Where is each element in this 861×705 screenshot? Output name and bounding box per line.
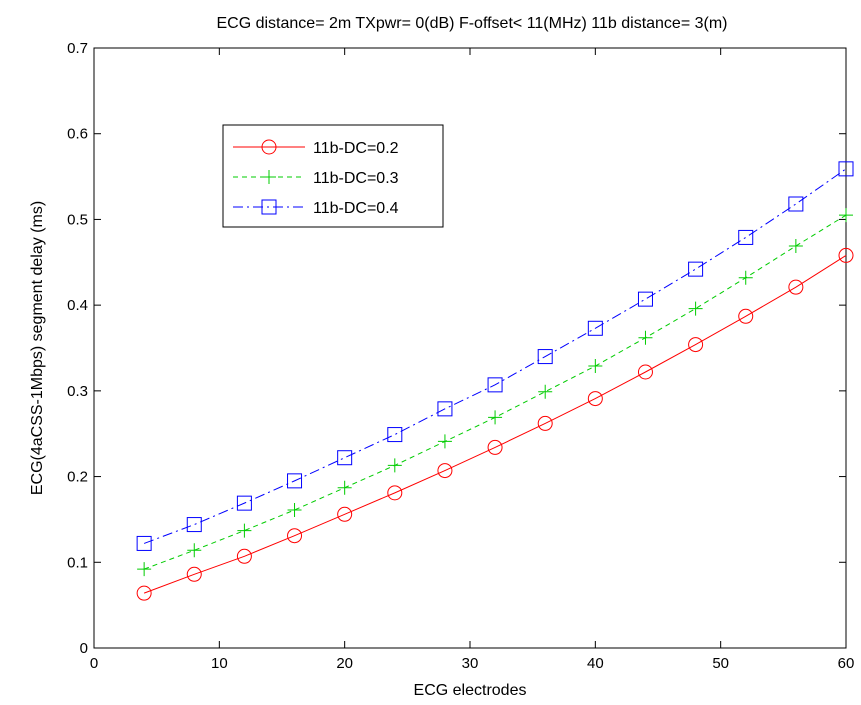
x-tick-label: 60 bbox=[838, 655, 855, 672]
series-3 bbox=[136, 161, 854, 551]
data-point bbox=[337, 480, 352, 495]
data-point bbox=[637, 364, 653, 380]
legend-swatch-marker bbox=[262, 170, 276, 184]
x-tick-label: 40 bbox=[587, 655, 604, 672]
data-point bbox=[738, 308, 754, 324]
data-point bbox=[537, 415, 553, 431]
data-point bbox=[337, 450, 353, 466]
series-2 bbox=[137, 208, 853, 577]
data-point bbox=[537, 349, 553, 365]
data-point bbox=[487, 439, 503, 455]
data-point bbox=[287, 503, 302, 517]
data-point bbox=[236, 548, 252, 564]
legend-box bbox=[222, 124, 444, 228]
data-point bbox=[738, 270, 753, 285]
y-tick-label: 0.7 bbox=[67, 40, 88, 57]
series-line bbox=[143, 255, 847, 594]
series-1 bbox=[136, 247, 854, 601]
data-point bbox=[237, 523, 252, 538]
data-point bbox=[186, 566, 202, 582]
y-tick-label: 0.1 bbox=[67, 554, 88, 571]
series-layer bbox=[136, 161, 854, 601]
y-axis: 0 0.1 0.2 0.3 0.4 0.5 0.6 0.7 bbox=[67, 40, 846, 657]
data-point bbox=[287, 473, 303, 489]
plot-area bbox=[93, 47, 847, 649]
x-tick-label: 20 bbox=[336, 655, 353, 672]
data-point bbox=[487, 377, 503, 393]
y-tick-label: 0.3 bbox=[67, 383, 88, 400]
data-point bbox=[688, 301, 703, 316]
data-point bbox=[437, 434, 452, 449]
data-point bbox=[137, 562, 152, 577]
data-point bbox=[437, 463, 453, 479]
data-point bbox=[136, 585, 152, 601]
data-point bbox=[488, 410, 503, 425]
x-tick-label: 10 bbox=[211, 655, 228, 672]
data-point bbox=[387, 427, 403, 443]
data-point bbox=[788, 279, 804, 295]
legend-label: 11b-DC=0.3 bbox=[313, 170, 399, 187]
data-point bbox=[236, 495, 252, 511]
series-line bbox=[143, 168, 847, 544]
chart-title: ECG distance= 2m TXpwr= 0(dB) F-offset< … bbox=[216, 15, 727, 32]
data-point bbox=[587, 320, 603, 336]
data-point bbox=[738, 229, 754, 245]
x-tick-label: 30 bbox=[462, 655, 479, 672]
data-point bbox=[186, 517, 202, 533]
legend-swatch-marker bbox=[261, 199, 277, 215]
y-axis-title: ECG(4aCSS-1Mbps) segment delay (ms) bbox=[29, 201, 46, 495]
data-point bbox=[587, 391, 603, 407]
data-point bbox=[287, 528, 303, 544]
data-point bbox=[387, 458, 402, 473]
data-point bbox=[788, 196, 804, 212]
y-tick-label: 0.2 bbox=[67, 469, 88, 486]
data-point bbox=[637, 291, 653, 307]
y-tick-label: 0.6 bbox=[67, 126, 88, 143]
legend-label: 11b-DC=0.2 bbox=[313, 140, 399, 157]
data-point bbox=[838, 247, 854, 263]
data-point bbox=[638, 330, 653, 345]
x-axis: 0 10 20 30 40 50 60 bbox=[90, 48, 855, 672]
data-point bbox=[136, 535, 152, 551]
y-tick-label: 0 bbox=[80, 640, 88, 657]
data-point bbox=[788, 239, 803, 253]
y-tick-label: 0.4 bbox=[67, 297, 88, 314]
data-point bbox=[839, 208, 853, 223]
data-point bbox=[437, 401, 453, 417]
data-point bbox=[538, 384, 553, 399]
data-point bbox=[337, 506, 353, 522]
legend-label: 11b-DC=0.4 bbox=[313, 200, 399, 217]
data-point bbox=[688, 337, 704, 353]
x-axis-title: ECG electrodes bbox=[414, 682, 527, 699]
legend-swatch-marker bbox=[261, 139, 277, 155]
x-tick-label: 0 bbox=[90, 655, 98, 672]
data-point bbox=[688, 261, 704, 277]
data-point bbox=[187, 543, 202, 558]
data-point bbox=[588, 359, 603, 373]
data-point bbox=[838, 161, 854, 177]
x-tick-label: 50 bbox=[712, 655, 729, 672]
y-tick-label: 0.5 bbox=[67, 211, 88, 228]
data-point bbox=[387, 485, 403, 501]
legend: 11b-DC=0.2 11b-DC=0.3 11b-DC=0.4 bbox=[222, 124, 444, 228]
